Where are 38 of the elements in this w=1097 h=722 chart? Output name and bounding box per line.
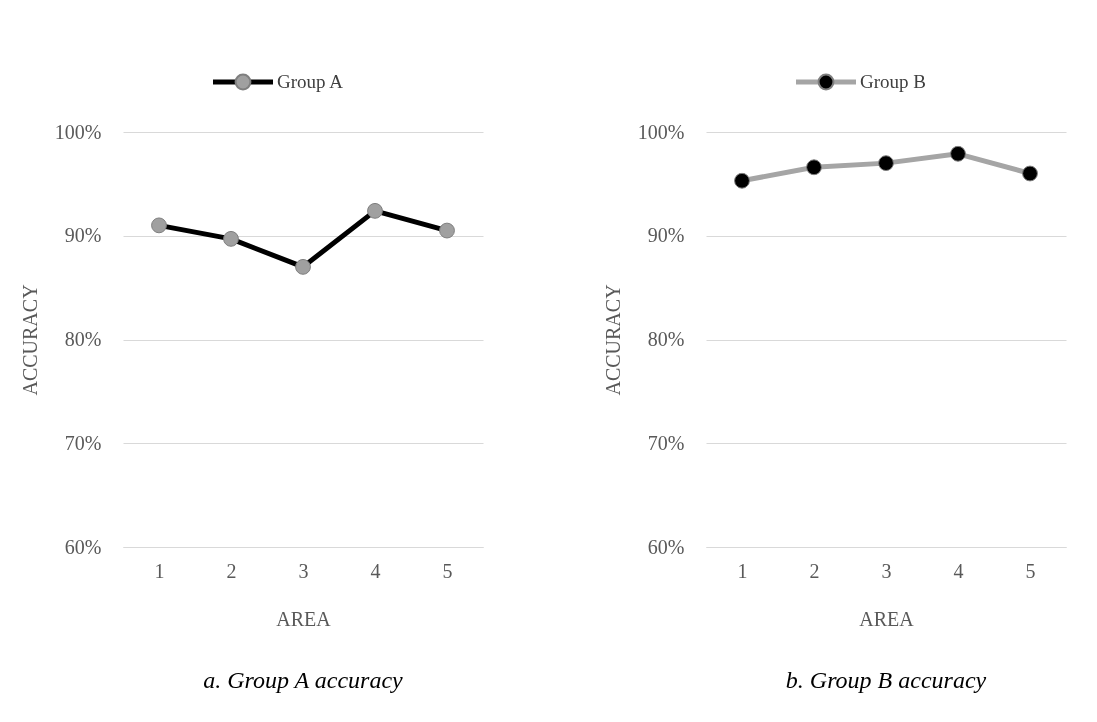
point <box>439 222 455 239</box>
point <box>295 258 311 275</box>
y-tick-label: 70% <box>647 431 685 454</box>
y-axis-title: ACCURACY <box>18 284 41 396</box>
x-tick-label: 2 <box>226 559 237 582</box>
point <box>151 217 167 234</box>
point <box>734 172 750 189</box>
point <box>878 155 894 172</box>
y-tick-label: 100% <box>54 120 102 143</box>
y-tick-label: 90% <box>64 224 102 247</box>
point <box>806 159 822 176</box>
point <box>950 145 966 162</box>
y-tick-label: 70% <box>64 431 102 454</box>
x-tick-label: 5 <box>442 559 453 582</box>
text: a. Group A accuracy <box>203 667 404 693</box>
x-tick-label: 2 <box>809 559 820 582</box>
point <box>367 202 383 219</box>
y-tick-label: 80% <box>64 328 102 350</box>
x-tick-label: 1 <box>737 559 748 582</box>
x-tick-label: 4 <box>370 559 381 582</box>
x-tick-label: 3 <box>298 559 309 582</box>
legend-label: Group B <box>860 71 926 92</box>
x-axis-title: AREA <box>276 607 332 630</box>
x-tick-label: 3 <box>881 559 892 582</box>
y-tick-label: 60% <box>64 535 102 558</box>
y-axis-title: ACCURACY <box>601 284 624 396</box>
y-tick-label: 60% <box>647 535 685 558</box>
point <box>1022 165 1038 182</box>
x-tick-label: 4 <box>953 559 964 582</box>
x-tick-label: 1 <box>154 559 165 582</box>
y-tick-label: 80% <box>647 328 685 350</box>
text: b. Group B accuracy <box>785 667 987 693</box>
x-axis-title: AREA <box>859 607 915 630</box>
point <box>223 230 239 247</box>
y-tick-label: 100% <box>637 120 685 143</box>
legend-label: Group A <box>277 71 344 92</box>
x-tick-label: 5 <box>1025 559 1036 582</box>
y-tick-label: 90% <box>647 224 685 247</box>
